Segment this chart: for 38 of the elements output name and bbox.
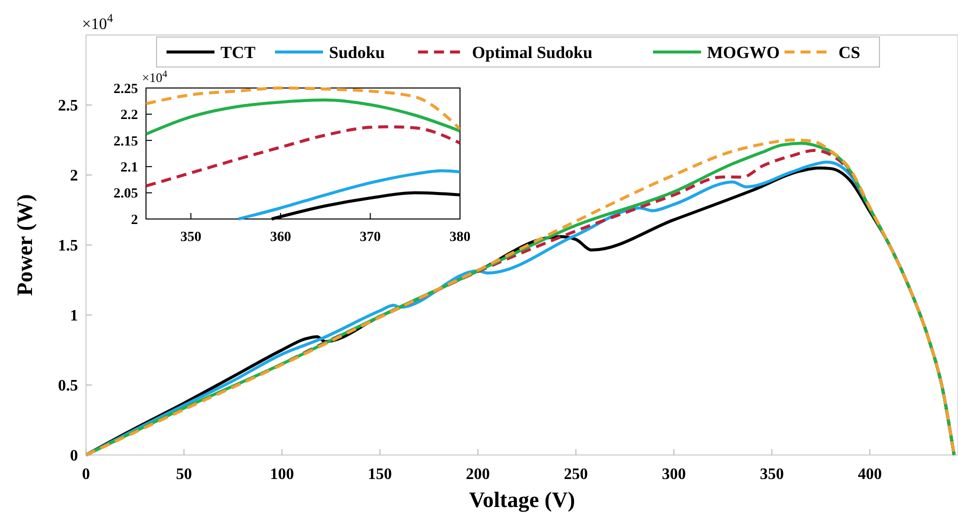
x-tick-label: 250 — [564, 466, 588, 483]
annotation: ×10$^{4}$ — [142, 68, 168, 85]
line-series — [236, 169, 460, 220]
x-tick-label: 350 — [760, 466, 784, 483]
legend-label: TCT — [220, 43, 256, 62]
y-tick-label: 2.2 — [120, 108, 138, 124]
y-tick-label: 2.1 — [120, 160, 138, 176]
legend-label: CS — [838, 43, 860, 62]
x-tick-label: 150 — [368, 466, 392, 483]
line-series — [146, 125, 460, 188]
y-tick-label: 2.05 — [114, 186, 138, 202]
x-axis-title: Voltage (V) — [468, 487, 576, 512]
y-tick-label: 2 — [131, 212, 138, 228]
line-series — [146, 86, 460, 130]
x-tick-label: 360 — [270, 230, 292, 245]
y-tick-label: 2.25 — [114, 82, 138, 97]
x-tick-label: 400 — [858, 466, 882, 483]
x-tick-label: 100 — [270, 466, 294, 483]
x-tick-label: 300 — [662, 466, 686, 483]
y-axis-title: Power (W) — [12, 194, 37, 296]
x-tick-label: 0 — [82, 466, 90, 483]
y-tick-label: 1 — [70, 308, 78, 325]
x-tick-label: 200 — [466, 466, 490, 483]
x-tick-label: 370 — [360, 230, 381, 245]
line-series — [146, 98, 460, 136]
y-tick-label: 2.5 — [58, 98, 78, 115]
x-tick-label: 380 — [450, 230, 470, 245]
y-tick-label: 2 — [70, 168, 78, 185]
legend-label: MOGWO — [707, 43, 780, 62]
legend-label: Optimal Sudoku — [472, 43, 592, 62]
text: ×10$^{4}$ — [82, 11, 114, 33]
y-tick-label: 0.5 — [58, 378, 78, 395]
y-tick-label: 0 — [70, 448, 78, 465]
legend-label: Sudoku — [329, 43, 385, 62]
y-tick-label: 2.15 — [114, 134, 138, 150]
y-tick-label: 1.5 — [58, 238, 78, 255]
x-tick-label: 350 — [180, 230, 202, 245]
x-tick-label: 50 — [176, 466, 192, 483]
